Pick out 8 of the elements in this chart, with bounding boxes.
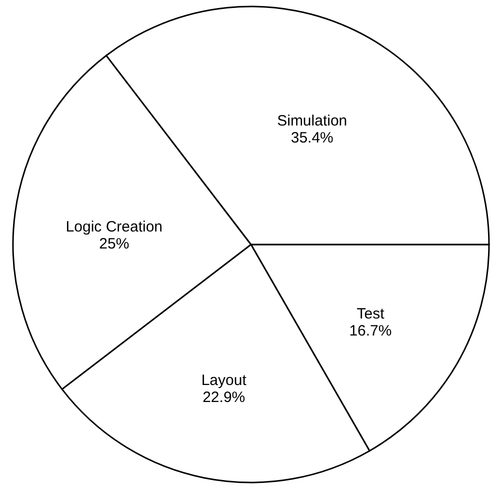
data-label: 25% [99, 235, 130, 252]
slice-label: Simulation [277, 112, 348, 130]
data-label: 35.4% [290, 130, 334, 147]
data-label: 22.9% [202, 388, 246, 406]
data-label: 16.7% [349, 322, 392, 340]
slice-label: Logic Creation [66, 218, 163, 236]
slice-label: Test [356, 306, 386, 323]
slice-label: Layout [201, 372, 248, 389]
